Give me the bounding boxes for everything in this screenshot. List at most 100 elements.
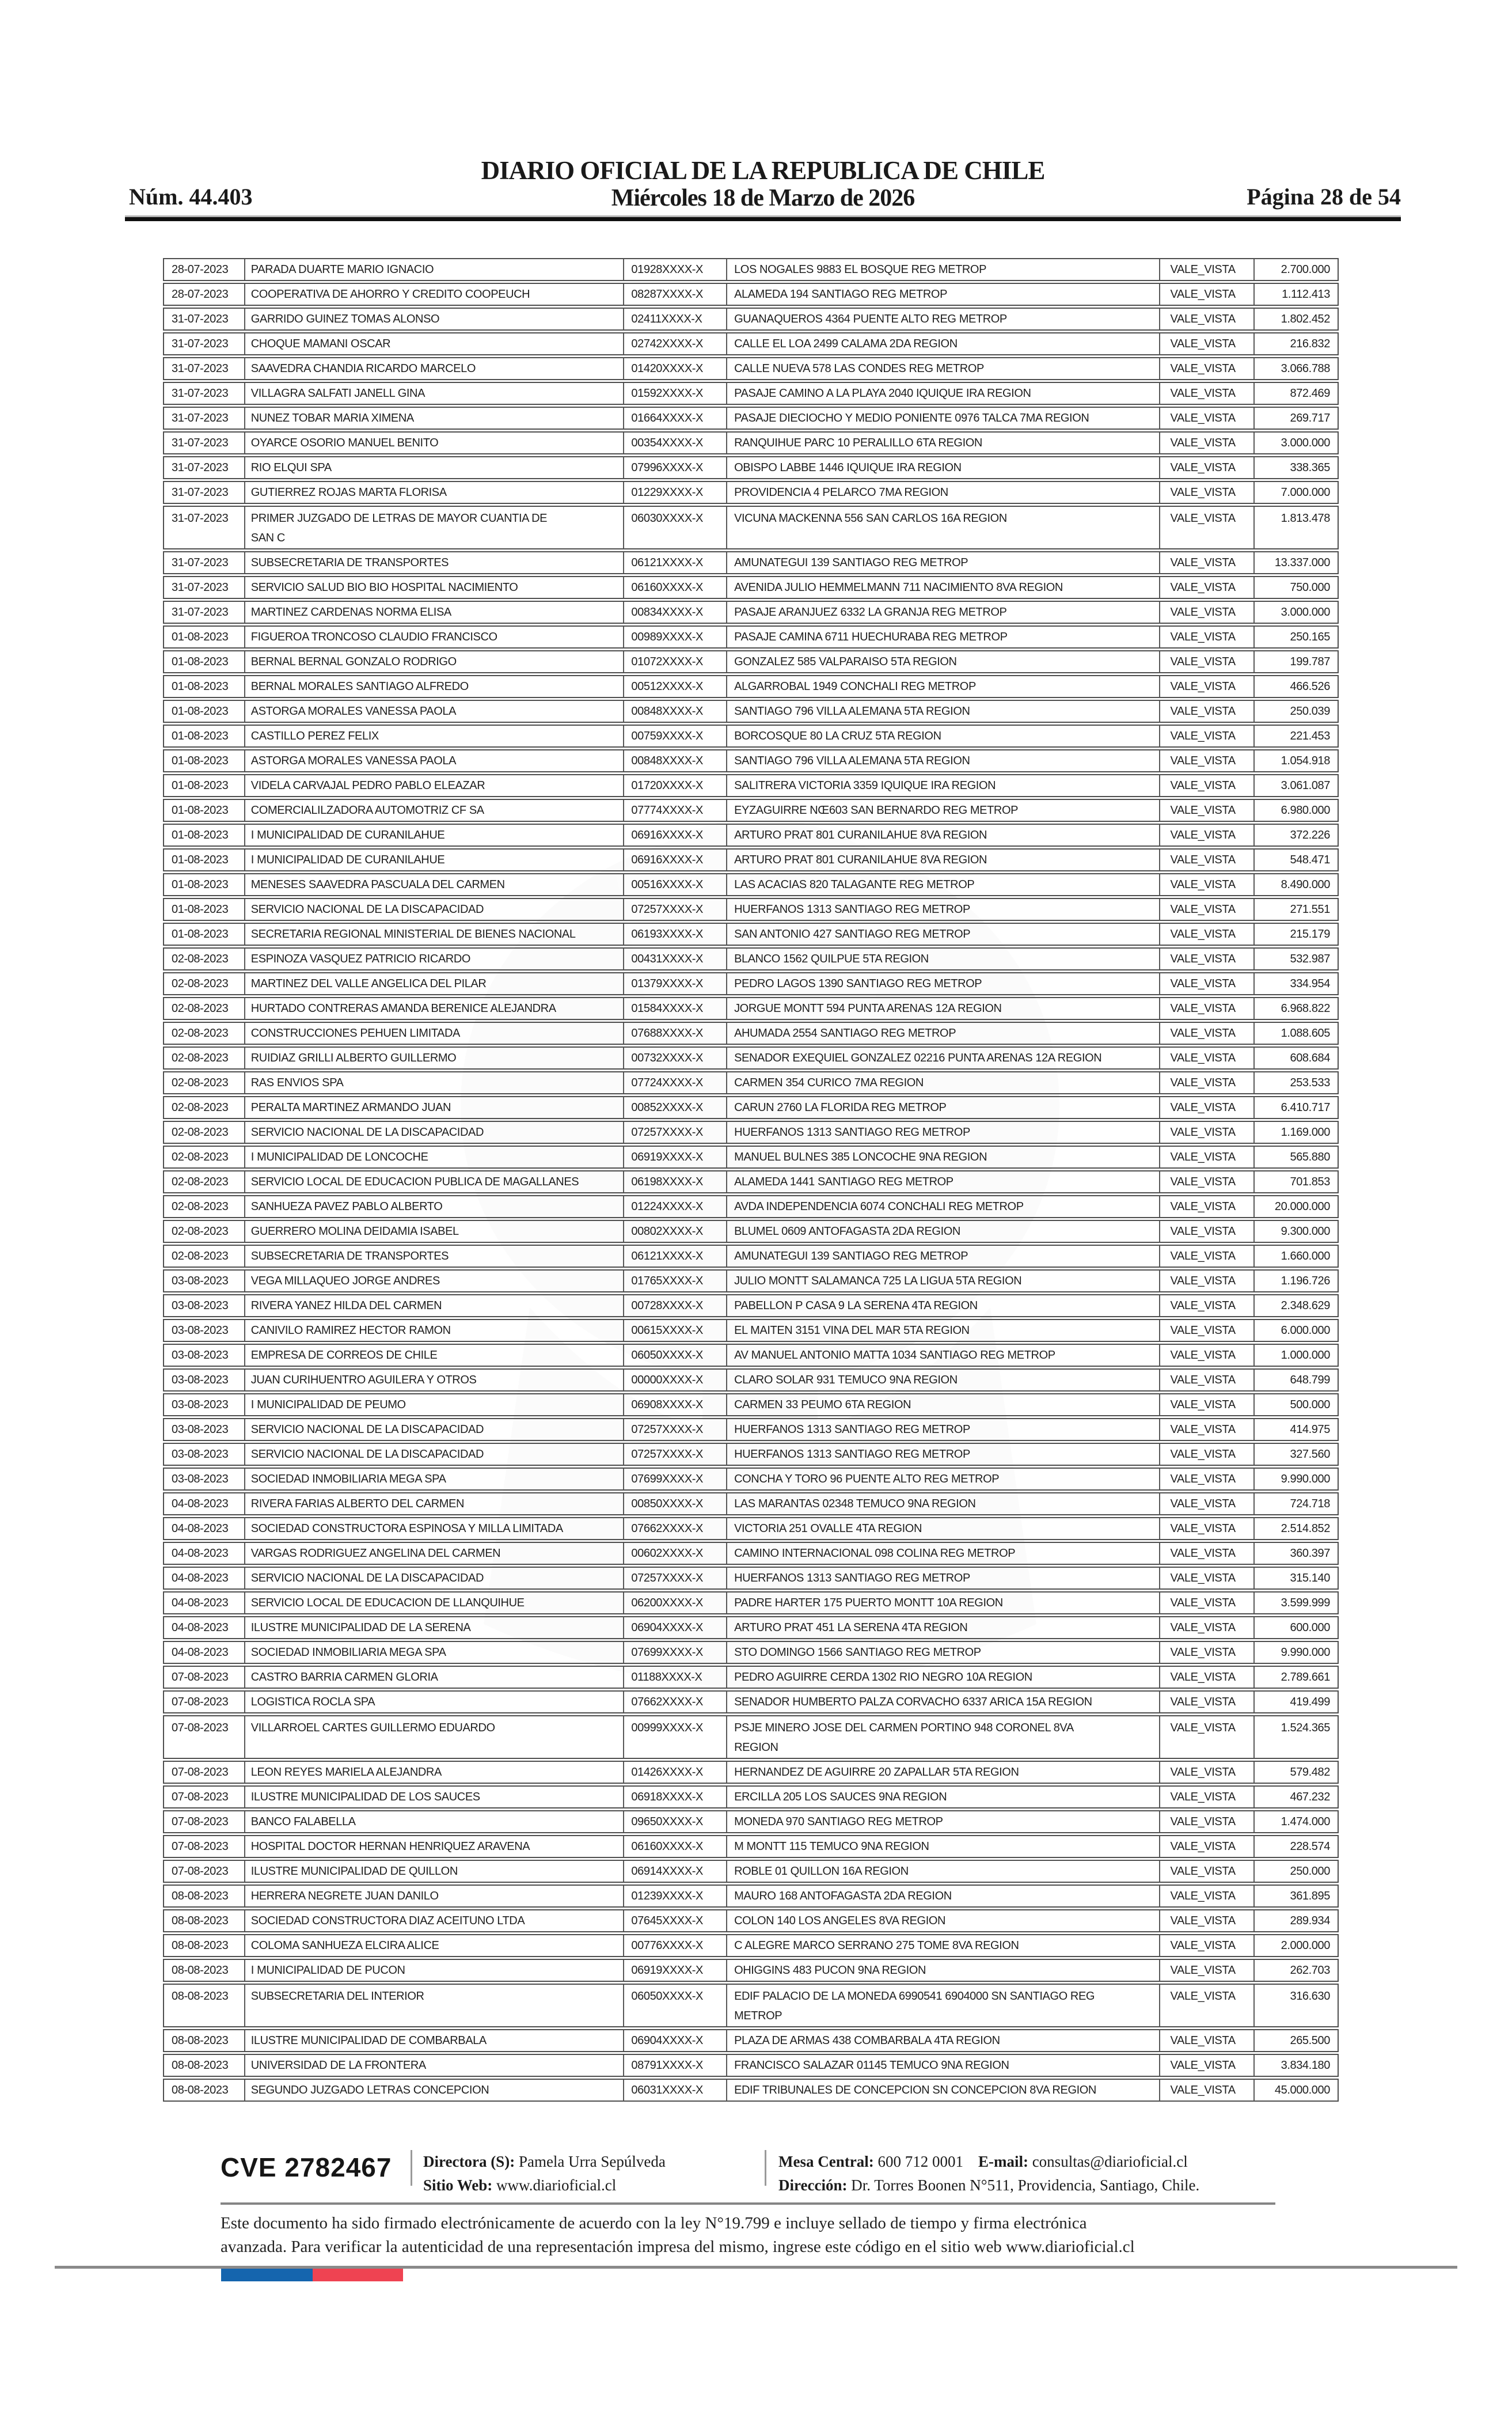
cell-amount: 269.717 bbox=[1290, 412, 1330, 424]
cell-beneficiary: CASTILLO PEREZ FELIX bbox=[245, 726, 625, 746]
cell-rut: 00999XXXX-X bbox=[624, 1716, 728, 1758]
payments-table: 28-07-2023 PARADA DUARTE MARIO IGNACIO 0… bbox=[163, 258, 1339, 2103]
cell-beneficiary: ESPINOZA VASQUEZ PATRICIO RICARDO bbox=[245, 949, 625, 969]
cell-amount: 2.514.852 bbox=[1281, 1522, 1331, 1535]
cell-payment-type: VALE_VISTA bbox=[1160, 1493, 1255, 1514]
cell-date: 01-08-2023 bbox=[164, 825, 245, 845]
cell-address: CAMINO INTERNACIONAL 098 COLINA REG METR… bbox=[727, 1543, 1160, 1564]
cell-address: STO DOMINGO 1566 SANTIAGO REG METROP bbox=[727, 1642, 1160, 1663]
cell-beneficiary: ILUSTRE MUNICIPALIDAD DE COMBARBALA bbox=[245, 2030, 625, 2051]
masthead-date: Miércoles 18 de Marzo de 2026 bbox=[611, 185, 915, 211]
cell-beneficiary: ASTORGA MORALES VANESSA PAOLA bbox=[245, 701, 625, 722]
cell-date: 31-07-2023 bbox=[164, 333, 245, 354]
cell-payment-type: VALE_VISTA bbox=[1160, 775, 1255, 796]
table-row: 01-08-2023 I MUNICIPALIDAD DE CURANILAHU… bbox=[163, 824, 1339, 847]
table-row: 02-08-2023 RUIDIAZ GRILLI ALBERTO GUILLE… bbox=[163, 1047, 1339, 1070]
cell-rut: 07724XXXX-X bbox=[624, 1072, 728, 1093]
cell-date: 01-08-2023 bbox=[164, 874, 245, 895]
cell-amount: 1.054.918 bbox=[1281, 754, 1331, 767]
cell-date: 08-08-2023 bbox=[164, 1935, 245, 1956]
cell-amount: 532.987 bbox=[1290, 953, 1330, 965]
cell-payment-type: VALE_VISTA bbox=[1160, 1122, 1255, 1143]
cell-payment-type: VALE_VISTA bbox=[1160, 309, 1255, 329]
legal-line-1: Este documento ha sido firmado electróni… bbox=[221, 2214, 1087, 2232]
cell-amount: 7.000.000 bbox=[1281, 486, 1331, 499]
cell-address: SENADOR HUMBERTO PALZA CORVACHO 6337 ARI… bbox=[727, 1692, 1160, 1712]
cell-rut: 00852XXXX-X bbox=[624, 1097, 728, 1118]
cell-payment-type: VALE_VISTA bbox=[1160, 1836, 1255, 1857]
cell-date: 31-07-2023 bbox=[164, 482, 245, 503]
cell-amount: 3.066.788 bbox=[1281, 362, 1331, 375]
table-row: 02-08-2023 HURTADO CONTRERAS AMANDA BERE… bbox=[163, 997, 1339, 1020]
table-row: 28-07-2023 COOPERATIVA DE AHORRO Y CREDI… bbox=[163, 283, 1339, 306]
cell-address: AVDA INDEPENDENCIA 6074 CONCHALI REG MET… bbox=[727, 1196, 1160, 1217]
cell-rut: 07257XXXX-X bbox=[624, 1122, 728, 1143]
address-label: Dirección: bbox=[778, 2177, 848, 2194]
table-row: 08-08-2023 UNIVERSIDAD DE LA FRONTERA 08… bbox=[163, 2054, 1339, 2077]
cell-address: LAS ACACIAS 820 TALAGANTE REG METROP bbox=[727, 874, 1160, 895]
cell-date: 02-08-2023 bbox=[164, 1072, 245, 1093]
email-value: consultas@diarioficial.cl bbox=[1032, 2153, 1188, 2170]
table-row: 03-08-2023 I MUNICIPALIDAD DE PEUMO 0690… bbox=[163, 1393, 1339, 1416]
table-row: 02-08-2023 PERALTA MARTINEZ ARMANDO JUAN… bbox=[163, 1096, 1339, 1119]
cell-beneficiary: ILUSTRE MUNICIPALIDAD DE LA SERENA bbox=[245, 1617, 625, 1638]
cell-address: COLON 140 LOS ANGELES 8VA REGION bbox=[727, 1910, 1160, 1931]
cell-address: EDIF TRIBUNALES DE CONCEPCION SN CONCEPC… bbox=[727, 2080, 1160, 2100]
cell-date: 04-08-2023 bbox=[164, 1543, 245, 1564]
table-row: 02-08-2023 SANHUEZA PAVEZ PABLO ALBERTO … bbox=[163, 1195, 1339, 1218]
cell-beneficiary: BANCO FALABELLA bbox=[245, 1811, 625, 1832]
cell-address: ARTURO PRAT 801 CURANILAHUE 8VA REGION bbox=[727, 850, 1160, 870]
cell-payment-type: VALE_VISTA bbox=[1160, 850, 1255, 870]
cell-beneficiary: SERVICIO NACIONAL DE LA DISCAPACIDAD bbox=[245, 1568, 625, 1588]
cell-address: AHUMADA 2554 SANTIAGO REG METROP bbox=[727, 1023, 1160, 1044]
cell-address: LAS MARANTAS 02348 TEMUCO 9NA REGION bbox=[727, 1493, 1160, 1514]
cell-amount: 6.968.822 bbox=[1281, 1002, 1331, 1015]
cell-amount: 327.560 bbox=[1290, 1448, 1330, 1461]
cell-beneficiary: NUNEZ TOBAR MARIA XIMENA bbox=[245, 408, 625, 429]
cell-rut: 01584XXXX-X bbox=[624, 998, 728, 1019]
cell-date: 02-08-2023 bbox=[164, 1171, 245, 1192]
table-row: 01-08-2023 I MUNICIPALIDAD DE CURANILAHU… bbox=[163, 848, 1339, 871]
cell-rut: 00848XXXX-X bbox=[624, 701, 728, 722]
cell-payment-type: VALE_VISTA bbox=[1160, 899, 1255, 920]
cell-rut: 06916XXXX-X bbox=[624, 825, 728, 845]
cell-date: 02-08-2023 bbox=[164, 1221, 245, 1242]
cell-beneficiary: BERNAL BERNAL GONZALO RODRIGO bbox=[245, 651, 625, 672]
cell-beneficiary: GUERRERO MOLINA DEIDAMIA ISABEL bbox=[245, 1221, 625, 1242]
cell-date: 01-08-2023 bbox=[164, 651, 245, 672]
cell-beneficiary: RUIDIAZ GRILLI ALBERTO GUILLERMO bbox=[245, 1048, 625, 1068]
cell-payment-type: VALE_VISTA bbox=[1160, 1171, 1255, 1192]
cell-date: 01-08-2023 bbox=[164, 899, 245, 920]
cell-amount: 579.482 bbox=[1290, 1766, 1330, 1779]
table-row: 08-08-2023 SEGUNDO JUZGADO LETRAS CONCEP… bbox=[163, 2079, 1339, 2102]
table-row: 04-08-2023 SERVICIO LOCAL DE EDUCACION D… bbox=[163, 1591, 1339, 1614]
cell-address: ALGARROBAL 1949 CONCHALI REG METROP bbox=[727, 676, 1160, 697]
cell-amount: 2.789.661 bbox=[1281, 1671, 1331, 1684]
email-label: E-mail: bbox=[978, 2153, 1028, 2170]
cell-payment-type: VALE_VISTA bbox=[1160, 1320, 1255, 1341]
cell-amount: 1.802.452 bbox=[1281, 313, 1331, 325]
cell-beneficiary: COOPERATIVA DE AHORRO Y CREDITO COOPEUCH bbox=[245, 284, 625, 305]
cell-payment-type: VALE_VISTA bbox=[1160, 457, 1255, 478]
cell-address: MAURO 168 ANTOFAGASTA 2DA REGION bbox=[727, 1886, 1160, 1906]
cell-date: 02-08-2023 bbox=[164, 1023, 245, 1044]
legal-notice: Este documento ha sido firmado electróni… bbox=[221, 2212, 1291, 2259]
cell-date: 02-08-2023 bbox=[164, 973, 245, 994]
cell-address: OBISPO LABBE 1446 IQUIQUE IRA REGION bbox=[727, 457, 1160, 478]
table-row: 31-07-2023 SERVICIO SALUD BIO BIO HOSPIT… bbox=[163, 576, 1339, 599]
cell-rut: 01928XXXX-X bbox=[624, 259, 728, 280]
cell-beneficiary: HOSPITAL DOCTOR HERNAN HENRIQUEZ ARAVENA bbox=[245, 1836, 625, 1857]
cell-address: JORGUE MONTT 594 PUNTA ARENAS 12A REGION bbox=[727, 998, 1160, 1019]
table-row: 01-08-2023 COMERCIALILZADORA AUTOMOTRIZ … bbox=[163, 799, 1339, 822]
cell-date: 08-08-2023 bbox=[164, 2080, 245, 2100]
legal-line-2: avanzada. Para verificar la autenticidad… bbox=[221, 2238, 1135, 2256]
table-row: 31-07-2023 VILLAGRA SALFATI JANELL GINA … bbox=[163, 382, 1339, 405]
cell-amount: 262.703 bbox=[1290, 1964, 1330, 1977]
cell-rut: 00850XXXX-X bbox=[624, 1493, 728, 1514]
cell-rut: 01592XXXX-X bbox=[624, 383, 728, 404]
cell-beneficiary: CONSTRUCCIONES PEHUEN LIMITADA bbox=[245, 1023, 625, 1044]
cell-rut: 06904XXXX-X bbox=[624, 1617, 728, 1638]
cell-beneficiary: HURTADO CONTRERAS AMANDA BERENICE ALEJAN… bbox=[245, 998, 625, 1019]
cell-address: AV MANUEL ANTONIO MATTA 1034 SANTIAGO RE… bbox=[727, 1345, 1160, 1366]
cell-address: PEDRO AGUIRRE CERDA 1302 RIO NEGRO 10A R… bbox=[727, 1667, 1160, 1688]
